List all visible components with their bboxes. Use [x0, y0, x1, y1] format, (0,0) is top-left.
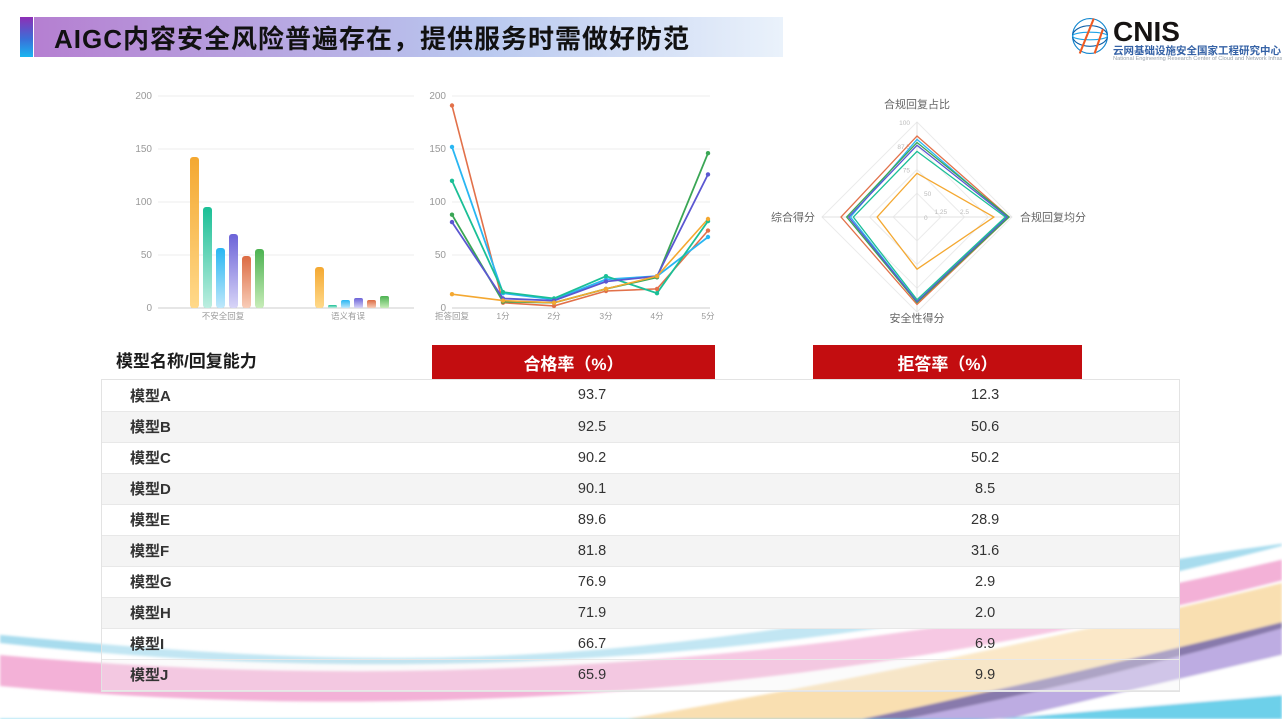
svg-text:150: 150 — [135, 144, 152, 155]
svg-text:200: 200 — [429, 91, 446, 102]
svg-text:75: 75 — [903, 168, 911, 175]
svg-text:100: 100 — [135, 197, 152, 208]
svg-text:2分: 2分 — [547, 311, 561, 320]
svg-text:拒答回复: 拒答回复 — [435, 311, 470, 320]
svg-text:1.25: 1.25 — [934, 209, 947, 216]
svg-text:安全性得分: 安全性得分 — [890, 311, 945, 323]
svg-text:50: 50 — [435, 250, 447, 261]
svg-text:不安全回复: 不安全回复 — [202, 311, 245, 320]
svg-text:语义有误: 语义有误 — [331, 311, 366, 320]
svg-text:200: 200 — [135, 91, 152, 102]
svg-text:0: 0 — [146, 303, 152, 314]
svg-text:1分: 1分 — [496, 311, 510, 320]
svg-text:50: 50 — [924, 191, 932, 198]
svg-text:综合得分: 综合得分 — [771, 210, 815, 224]
svg-text:4分: 4分 — [650, 311, 664, 320]
svg-text:0: 0 — [924, 215, 928, 222]
svg-text:100: 100 — [429, 197, 446, 208]
svg-text:2.5: 2.5 — [960, 209, 969, 216]
svg-text:合规回复占比: 合规回复占比 — [884, 97, 950, 111]
svg-text:50: 50 — [141, 250, 153, 261]
svg-text:150: 150 — [429, 144, 446, 155]
svg-text:100: 100 — [899, 120, 910, 127]
svg-text:5分: 5分 — [701, 311, 715, 320]
svg-text:3分: 3分 — [599, 311, 613, 320]
svg-text:合规回复均分: 合规回复均分 — [1020, 210, 1086, 224]
